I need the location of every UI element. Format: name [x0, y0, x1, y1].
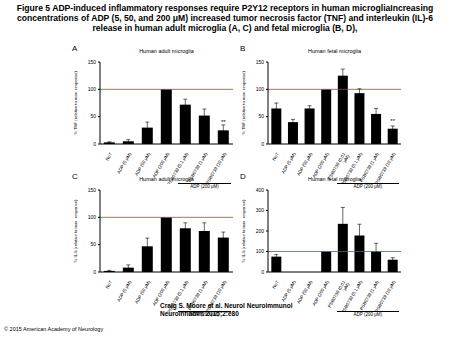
html-text:Human adult microglia: Human adult microglia	[139, 176, 194, 182]
html-text:PSB0739 (0.01: PSB0739 (0.01	[326, 151, 347, 181]
svg-text:PSB0739 (1 μM): PSB0739 (1 μM)	[358, 151, 380, 183]
svg-text:ADP (200 μM): ADP (200 μM)	[151, 279, 171, 307]
svg-text:100: 100	[256, 248, 265, 254]
svg-text:50: 50	[90, 113, 96, 119]
svg-text:ADP (50 μM): ADP (50 μM)	[296, 151, 314, 176]
svg-text:**: **	[221, 119, 226, 125]
html-text:ADP (200 μM): ADP (200 μM)	[353, 184, 382, 189]
svg-text:ADP (5 μM): ADP (5 μM)	[280, 279, 296, 302]
svg-text:ADP (200 μM): ADP (200 μM)	[311, 151, 330, 179]
svg-text:PSB0739 (1 μM): PSB0739 (1 μM)	[187, 279, 209, 311]
html-text:Human fetal microglia: Human fetal microglia	[307, 176, 362, 182]
svg-text:0: 0	[261, 141, 264, 147]
svg-text:100: 100	[256, 86, 265, 92]
svg-text:50: 50	[258, 113, 264, 119]
svg-text:ADP (200 μM): ADP (200 μM)	[152, 151, 171, 179]
svg-text:PSB0739 (10 μM): PSB0739 (10 μM)	[374, 151, 397, 184]
html-text:ADP (200 μM): ADP (200 μM)	[190, 312, 219, 317]
html-text:Craig S. Moore et al. Neurol N: Craig S. Moore et al. Neurol Neuroimmuno…	[160, 302, 293, 317]
svg-text:ADP (50 μM): ADP (50 μM)	[134, 151, 152, 176]
html-text:μM): μM)	[342, 153, 351, 164]
svg-text:50: 50	[90, 241, 96, 247]
html-text:Figure 5 ADP-induced inflammat: Figure 5 ADP-induced inflammatory respon…	[16, 3, 434, 33]
svg-text:150: 150	[256, 59, 265, 65]
svg-text:% TNF (relative to max. respon: % TNF (relative to max. response)	[241, 71, 246, 135]
svg-text:0: 0	[93, 269, 96, 275]
svg-text:400: 400	[256, 187, 265, 193]
svg-text:ADP (200 μM): ADP (200 μM)	[311, 279, 330, 307]
svg-text:100: 100	[88, 86, 97, 92]
svg-text:200: 200	[256, 228, 265, 234]
svg-text:PSB0739 (10 μM): PSB0739 (10 μM)	[374, 279, 397, 312]
html-text:© 2015 American Academy of Neu: © 2015 American Academy of Neurology	[4, 326, 104, 332]
svg-text:ADP (5 μM): ADP (5 μM)	[280, 151, 296, 174]
html-text:C: C	[72, 172, 78, 181]
svg-text:PSB0739 (1 μM): PSB0739 (1 μM)	[187, 151, 209, 183]
svg-text:300: 300	[256, 207, 265, 213]
html-text:B: B	[240, 44, 246, 53]
svg-text:% TNF (relative to max. respon: % TNF (relative to max. response)	[73, 71, 78, 135]
svg-text:100: 100	[88, 214, 97, 220]
svg-text:**: **	[390, 118, 395, 124]
svg-text:0: 0	[93, 141, 96, 147]
html-text:A: A	[72, 44, 78, 53]
svg-text:0: 0	[261, 269, 264, 275]
html-text:Human fetal microglia: Human fetal microglia	[307, 48, 362, 54]
svg-text:NoT: NoT	[105, 151, 114, 161]
html-text:PSB0739 (0.01: PSB0739 (0.01	[326, 279, 347, 309]
svg-text:ADP (50 μM): ADP (50 μM)	[134, 279, 152, 304]
svg-text:PSB0739 (1 μM): PSB0739 (1 μM)	[358, 279, 380, 311]
html-text:ADP (200 μM): ADP (200 μM)	[190, 184, 219, 189]
svg-text:ADP (50 μM): ADP (50 μM)	[296, 279, 314, 304]
svg-text:PSB0739 (10 μM): PSB0739 (10 μM)	[205, 151, 228, 184]
svg-text:150: 150	[88, 59, 97, 65]
svg-text:% IL-6 (relative to max. respo: % IL-6 (relative to max. response)	[241, 199, 246, 262]
svg-text:% IL-6 (relative to max. respo: % IL-6 (relative to max. response)	[73, 199, 78, 262]
html-text:ADP (200 μM): ADP (200 μM)	[353, 312, 382, 317]
html-text:D: D	[240, 172, 246, 181]
svg-text:NoT: NoT	[271, 279, 280, 289]
svg-text:NoT: NoT	[105, 279, 114, 289]
svg-text:ADP (5 μM): ADP (5 μM)	[116, 151, 132, 174]
html-text:μM): μM)	[342, 281, 351, 292]
svg-text:NoT: NoT	[271, 151, 280, 161]
html-text:Human adult microglia: Human adult microglia	[139, 48, 194, 54]
svg-text:150: 150	[88, 187, 97, 193]
svg-text:ADP (5 μM): ADP (5 μM)	[116, 279, 132, 302]
